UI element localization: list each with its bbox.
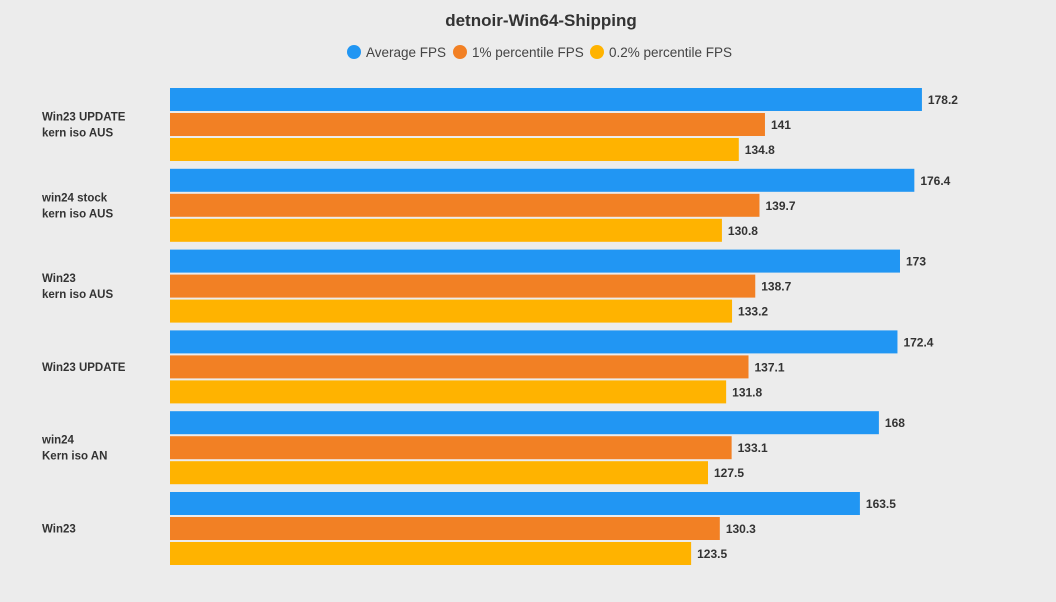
bar-0-2-percentile-fps[interactable] [170, 218, 722, 242]
bar-average-fps[interactable] [170, 249, 900, 273]
value-label-1-percentile-fps: 141 [771, 118, 791, 132]
bar-1-percentile-fps[interactable] [170, 274, 756, 298]
legend-swatch-average-fps [347, 45, 361, 59]
bar-0-2-percentile-fps[interactable] [170, 542, 692, 565]
legend-item-1-percentile-fps[interactable]: 1% percentile FPS [453, 45, 584, 60]
bar-0-2-percentile-fps[interactable] [170, 299, 733, 323]
category-label-line: kern iso AUS [42, 128, 113, 140]
category-label: Win23 UPDATE [42, 362, 126, 374]
value-label-average-fps: 168 [885, 416, 905, 430]
bar-1-percentile-fps[interactable] [170, 355, 749, 379]
value-label-average-fps: 178.2 [928, 93, 958, 107]
value-label-1-percentile-fps: 137.1 [755, 360, 785, 374]
bar-average-fps[interactable] [170, 411, 879, 435]
legend-item-average-fps[interactable]: Average FPS [347, 45, 446, 60]
bar-0-2-percentile-fps[interactable] [170, 380, 727, 404]
value-label-average-fps: 172.4 [903, 335, 933, 349]
category-label-line: Win23 UPDATE [42, 112, 126, 124]
value-label-1-percentile-fps: 130.3 [726, 522, 756, 536]
category-label-line: win24 [41, 435, 75, 447]
value-label-0-2-percentile-fps: 131.8 [732, 385, 762, 399]
chart-title: detnoir-Win64-Shipping [445, 11, 637, 30]
value-label-0-2-percentile-fps: 130.8 [728, 224, 758, 238]
category-label-line: win24 stock [41, 192, 108, 204]
category-label-line: Kern iso AN [42, 451, 107, 463]
value-label-1-percentile-fps: 133.1 [738, 441, 768, 455]
chart-legend: Average FPS 1% percentile FPS 0.2% percent… [347, 45, 732, 60]
category-label-line: kern iso AUS [42, 289, 113, 301]
legend-swatch-1-percentile-fps [453, 45, 467, 59]
value-label-1-percentile-fps: 139.7 [765, 199, 795, 213]
bar-average-fps[interactable] [170, 88, 922, 111]
category-label-line: Win23 [42, 273, 76, 285]
bar-0-2-percentile-fps[interactable] [170, 461, 708, 485]
category-labels: Win23 UPDATE kern iso AUS win24 stock kern … [41, 112, 126, 536]
category-label-line: Win23 [42, 524, 76, 536]
bar-1-percentile-fps[interactable] [170, 113, 765, 136]
legend-item-0-2-percentile-fps[interactable]: 0.2% percentile FPS [590, 45, 732, 60]
category-label: Win23 kern iso AUS [42, 273, 113, 301]
legend-label-1-percentile-fps: 1% percentile FPS [472, 45, 584, 60]
value-label-average-fps: 173 [906, 255, 926, 269]
category-label: win24 Kern iso AN [41, 435, 107, 463]
bar-1-percentile-fps[interactable] [170, 193, 760, 217]
category-label: win24 stock kern iso AUS [41, 192, 113, 220]
value-label-0-2-percentile-fps: 133.2 [738, 305, 768, 319]
bar-average-fps[interactable] [170, 168, 915, 192]
legend-swatch-0-2-percentile-fps [590, 45, 604, 59]
value-label-1-percentile-fps: 138.7 [761, 280, 791, 294]
bar-1-percentile-fps[interactable] [170, 436, 732, 460]
bars-group [170, 88, 922, 565]
bar-0-2-percentile-fps[interactable] [170, 138, 739, 161]
bar-average-fps[interactable] [170, 330, 898, 354]
value-label-0-2-percentile-fps: 134.8 [745, 143, 775, 157]
category-label: Win23 UPDATE kern iso AUS [42, 112, 126, 140]
legend-label-average-fps: Average FPS [366, 45, 446, 60]
value-label-average-fps: 163.5 [866, 497, 896, 511]
category-label: Win23 [42, 524, 76, 536]
legend-label-0-2-percentile-fps: 0.2% percentile FPS [609, 45, 732, 60]
value-label-average-fps: 176.4 [920, 174, 950, 188]
category-label-line: Win23 UPDATE [42, 362, 126, 374]
bar-average-fps[interactable] [170, 492, 860, 515]
value-label-0-2-percentile-fps: 123.5 [697, 547, 727, 561]
value-label-0-2-percentile-fps: 127.5 [714, 466, 744, 480]
value-labels: 178.2 141 134.8 176.4 139.7 130.8 173 138.7 133.… [697, 93, 958, 561]
category-label-line: kern iso AUS [42, 208, 113, 220]
bar-1-percentile-fps[interactable] [170, 517, 720, 540]
